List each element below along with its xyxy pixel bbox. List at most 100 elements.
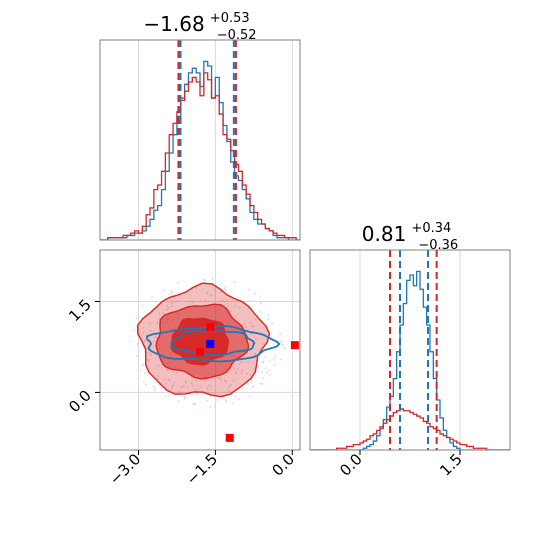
scatter-point <box>186 397 189 399</box>
scatter-point <box>206 387 209 389</box>
joint-panel-frame <box>99 249 301 451</box>
top-title-lower: −0.52 <box>217 28 257 43</box>
scatter-point <box>224 289 227 291</box>
scatter-point <box>184 380 187 382</box>
blue-contour-level <box>145 324 281 363</box>
scatter-point <box>177 400 180 402</box>
scatter-point <box>258 311 261 313</box>
top-histogram-panel <box>99 39 301 241</box>
scatter-point <box>206 399 209 402</box>
scatter-point <box>274 355 277 358</box>
scatter-point <box>191 403 194 406</box>
scatter-point <box>199 299 201 302</box>
scatter-point <box>261 383 264 385</box>
scatter-point <box>148 358 150 361</box>
scatter-point <box>250 380 253 382</box>
red-square-marker <box>196 347 204 356</box>
scatter-point <box>214 405 217 408</box>
scatter-point <box>250 382 253 384</box>
scatter-point <box>219 376 222 379</box>
scatter-point <box>225 382 227 385</box>
scatter-point <box>129 340 132 343</box>
scatter-point <box>172 370 175 372</box>
right-panel-title: 0.81 +0.34 −0.36 <box>362 217 458 253</box>
scatter-point <box>193 403 196 406</box>
scatter-point <box>173 296 176 299</box>
scatter-point <box>148 322 151 325</box>
scatter-point <box>262 361 265 363</box>
scatter-point <box>235 371 238 373</box>
scatter-point <box>261 371 263 374</box>
scatter-point <box>271 322 274 324</box>
scatter-point <box>225 401 227 403</box>
right-x-tick-label: 0.0 <box>336 450 366 480</box>
joint-scatter-points <box>129 277 286 409</box>
scatter-point <box>259 382 262 385</box>
top-panel-frame <box>99 39 301 241</box>
scatter-point <box>224 286 227 289</box>
scatter-point <box>152 385 155 388</box>
scatter-point <box>191 384 194 387</box>
scatter-point <box>255 338 257 341</box>
scatter-point <box>175 371 178 374</box>
joint-y-tick-label: 1.5 <box>65 296 95 326</box>
scatter-point <box>164 396 167 398</box>
right-histogram-series <box>310 270 510 450</box>
scatter-point <box>204 279 207 282</box>
red-square-marker <box>225 433 234 442</box>
scatter-point <box>157 364 160 367</box>
scatter-point <box>250 299 253 302</box>
scatter-point <box>170 291 173 294</box>
scatter-point <box>143 340 146 343</box>
scatter-point <box>232 402 234 405</box>
scatter-point <box>254 318 257 321</box>
scatter-point <box>273 363 276 366</box>
red-square-marker <box>206 322 215 331</box>
scatter-point <box>151 296 153 299</box>
scatter-point <box>170 289 173 292</box>
scatter-point <box>147 360 150 363</box>
scatter-point <box>157 375 159 378</box>
joint-contour-panel: −3.0 −1.5 0.0 0.0 1.5 <box>65 249 301 489</box>
scatter-point <box>280 358 282 361</box>
scatter-point <box>162 312 164 314</box>
scatter-point <box>241 369 244 372</box>
scatter-point <box>203 299 206 302</box>
scatter-point <box>188 393 191 396</box>
scatter-point <box>252 330 255 332</box>
scatter-point <box>264 367 267 370</box>
scatter-point <box>210 385 213 388</box>
scatter-point <box>261 343 264 345</box>
blue-contour-level <box>170 329 255 357</box>
scatter-point <box>135 317 138 320</box>
right-histogram-step <box>310 270 510 450</box>
scatter-point <box>170 388 173 391</box>
scatter-point <box>237 398 240 401</box>
scatter-point <box>181 385 184 388</box>
scatter-point <box>257 365 260 368</box>
scatter-point <box>251 332 254 335</box>
scatter-point <box>240 371 243 374</box>
scatter-point <box>170 386 173 388</box>
scatter-point <box>167 307 170 310</box>
scatter-point <box>199 386 201 388</box>
scatter-point <box>144 383 147 386</box>
scatter-point <box>268 369 270 372</box>
scatter-point <box>248 395 251 398</box>
scatter-point <box>153 387 156 389</box>
joint-markers <box>196 322 299 442</box>
scatter-point <box>234 315 237 318</box>
scatter-point <box>263 300 265 303</box>
scatter-point <box>268 359 271 362</box>
scatter-point <box>185 381 188 384</box>
top-title-upper: +0.53 <box>210 11 250 26</box>
scatter-point <box>228 386 230 389</box>
scatter-point <box>183 385 186 388</box>
scatter-point <box>259 295 261 298</box>
top-histogram-series <box>100 60 300 240</box>
scatter-point <box>244 322 247 325</box>
scatter-point <box>221 299 223 301</box>
right-ticks: 0.0 1.5 <box>336 450 466 480</box>
scatter-point <box>178 292 180 295</box>
right-title-lower: −0.36 <box>418 238 458 253</box>
